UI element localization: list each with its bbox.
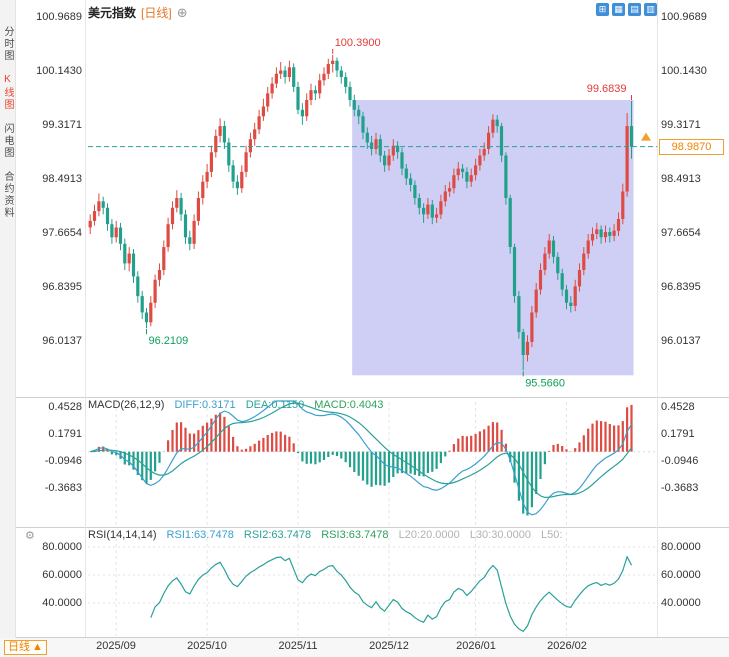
axis-tick-label: -0.3683: [44, 482, 82, 494]
axis-tick-label: 60.0000: [42, 569, 82, 581]
x-axis-label: 2025/12: [369, 640, 409, 652]
axis-tick-label: 60.0000: [661, 569, 701, 581]
axis-tick-label: 96.8395: [661, 281, 701, 293]
add-indicator-icon[interactable]: ⊕: [176, 4, 188, 20]
axis-tick-label: 97.6654: [42, 227, 82, 239]
x-axis-label: 2025/11: [278, 640, 318, 652]
diff-line: [90, 400, 633, 516]
chart-header: 美元指数 [日线] ⊕: [88, 4, 188, 21]
rsi3-value: RSI3:63.7478: [321, 529, 389, 541]
axis-tick-label: 99.3171: [42, 119, 82, 131]
macd-diff-value: DIFF:0.3171: [174, 399, 236, 411]
axis-tick-label: 0.1791: [48, 428, 82, 440]
layout-mixed-button[interactable]: ▥: [644, 3, 657, 16]
axis-tick-label: 80.0000: [42, 541, 82, 553]
sidebar-item-3[interactable]: 闪电图: [2, 123, 13, 159]
period-selector-label: 日线: [8, 641, 30, 653]
axis-tick-label: 0.4528: [48, 401, 82, 413]
price-annotation: 100.3900: [335, 37, 381, 49]
candles: [88, 54, 634, 371]
price-annotation: 95.5660: [525, 377, 565, 389]
macd-header: MACD(26,12,9) DIFF:0.3171 DEA:0.1150 MAC…: [88, 399, 390, 411]
layout-multi-button[interactable]: ▦: [612, 3, 625, 16]
axis-tick-label: 100.9689: [661, 11, 707, 23]
x-axis-label: 2025/10: [187, 640, 227, 652]
axis-tick-label: 98.4913: [42, 173, 82, 185]
axis-tick-label: 96.0137: [42, 335, 82, 347]
sidebar-item-4[interactable]: 合约资料: [2, 171, 13, 219]
price-annotation: 96.2109: [149, 335, 189, 347]
axis-tick-label: 40.0000: [661, 597, 701, 609]
rsi-label: RSI(14,14,14): [88, 529, 157, 541]
sidebar-item-1[interactable]: 分时图: [2, 26, 13, 62]
indicator-settings-icon[interactable]: ⚙: [25, 530, 35, 542]
axis-tick-label: 0.1791: [661, 428, 695, 440]
axis-tick-label: 98.4913: [661, 173, 701, 185]
rsi2-value: RSI2:63.7478: [243, 529, 312, 541]
rsi-line: [150, 555, 633, 633]
axis-tick-label: 100.9689: [36, 11, 82, 23]
chevron-up-icon: ▲: [32, 641, 43, 653]
macd-dea-value: DEA:0.1150: [245, 399, 305, 411]
l50-value: L50:: [541, 529, 563, 541]
layout-grid-button[interactable]: ⊞: [596, 3, 609, 16]
x-axis-label: 2026/02: [547, 640, 587, 652]
sidebar-item-2[interactable]: K线图: [2, 74, 13, 111]
bottom-axis-strip: [0, 638, 729, 657]
l20-value: L20:20.0000: [398, 529, 460, 541]
period-tag: [日线]: [141, 6, 172, 20]
macd-macd-value: MACD:0.4043: [314, 399, 384, 411]
axis-tick-label: -0.3683: [661, 482, 699, 494]
x-axis-label: 2026/01: [456, 640, 496, 652]
axis-tick-label: 96.8395: [42, 281, 82, 293]
axis-tick-label: -0.0946: [661, 455, 699, 467]
period-selector[interactable]: 日线 ▲: [4, 640, 47, 655]
dea-line: [90, 402, 632, 499]
layout-toolbar: ⊞ ▦ ▤ ▥: [596, 3, 657, 16]
axis-tick-label: 80.0000: [661, 541, 701, 553]
axis-tick-label: -0.0946: [44, 455, 82, 467]
axis-tick-label: 100.1430: [36, 65, 82, 77]
axis-tick-label: 40.0000: [42, 597, 82, 609]
macd-histogram: [93, 404, 633, 516]
rsi-header: RSI(14,14,14) RSI1:63.7478 RSI2:63.7478 …: [88, 529, 569, 541]
price-arrow-icon: [641, 132, 651, 141]
price-annotation: 99.6839: [587, 83, 627, 95]
current-price-box: 98.9870: [659, 139, 724, 155]
macd-label: MACD(26,12,9): [88, 399, 165, 411]
x-axis-label: 2025/09: [96, 640, 136, 652]
axis-tick-label: 99.3171: [661, 119, 701, 131]
instrument-title: 美元指数: [88, 6, 137, 20]
rsi1-value: RSI1:63.7478: [166, 529, 234, 541]
axis-tick-label: 97.6654: [661, 227, 701, 239]
axis-tick-label: 96.0137: [661, 335, 701, 347]
l30-value: L30:30.0000: [469, 529, 531, 541]
axis-tick-label: 0.4528: [661, 401, 695, 413]
sidebar-tabs: 分时图 K线图闪电图合约资料: [0, 0, 16, 638]
axis-tick-label: 100.1430: [661, 65, 707, 77]
layout-kline-button[interactable]: ▤: [628, 3, 641, 16]
